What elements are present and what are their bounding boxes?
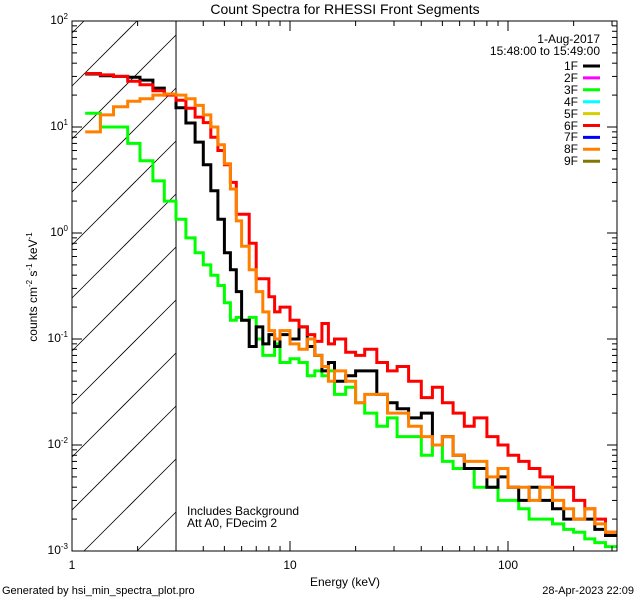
plot-frame — [71, 20, 618, 552]
background-hatch-line — [71, 299, 177, 405]
background-hatch-line — [71, 20, 138, 87]
series-3F — [85, 111, 617, 549]
legend-label-5F: 5F — [563, 106, 578, 121]
legend-label-6F: 6F — [563, 118, 578, 133]
background-hatch-line — [71, 87, 177, 193]
background-hatch-line — [136, 511, 177, 552]
background-hatch-line — [71, 193, 177, 299]
background-hatch-line — [71, 34, 177, 140]
footer-generated-by: Generated by hsi_min_spectra_plot.pro — [2, 585, 195, 597]
y-tick-label: 100 — [50, 224, 68, 239]
x-axis-label: Energy (keV) — [309, 575, 381, 589]
y-tick-label: 10-2 — [47, 436, 68, 451]
legend-label-7F: 7F — [563, 130, 578, 145]
x-tick-label: 10 — [283, 558, 297, 572]
series-6F — [85, 72, 617, 534]
series-8F — [85, 92, 617, 534]
background-hatch-line — [71, 352, 177, 458]
series-1F — [85, 72, 617, 537]
legend-time-range: 15:48:00 to 15:49:00 — [489, 44, 600, 58]
chart-title: Count Spectra for RHESSI Front Segments — [210, 1, 480, 17]
background-hatch-line — [71, 246, 177, 352]
legend-date: 1-Aug-2017 — [537, 32, 600, 46]
y-tick-label: 10-3 — [47, 542, 68, 557]
background-hatch-line — [71, 405, 177, 511]
legend-label-3F: 3F — [563, 82, 578, 97]
background-hatch-line — [83, 458, 177, 552]
annotation-background: Includes Background — [187, 504, 300, 518]
legend-label-1F: 1F — [563, 59, 578, 73]
y-tick-label: 10-1 — [47, 330, 68, 345]
background-hatch-line — [71, 140, 177, 246]
x-tick-label: 1 — [68, 558, 76, 572]
y-axis-label: counts cm-2 s-1 keV-1 — [25, 232, 40, 342]
annotation-attenuator: Att A0, FDecim 2 — [187, 516, 278, 530]
x-tick-label: 100 — [497, 558, 519, 572]
legend-label-4F: 4F — [563, 94, 578, 109]
legend-label-8F: 8F — [563, 142, 578, 157]
legend-label-9F: 9F — [563, 154, 578, 169]
y-tick-label: 101 — [50, 118, 68, 133]
legend-label-2F: 2F — [563, 70, 578, 85]
footer-timestamp: 28-Apr-2023 22:09 — [542, 585, 634, 597]
y-tick-label: 102 — [50, 12, 68, 27]
